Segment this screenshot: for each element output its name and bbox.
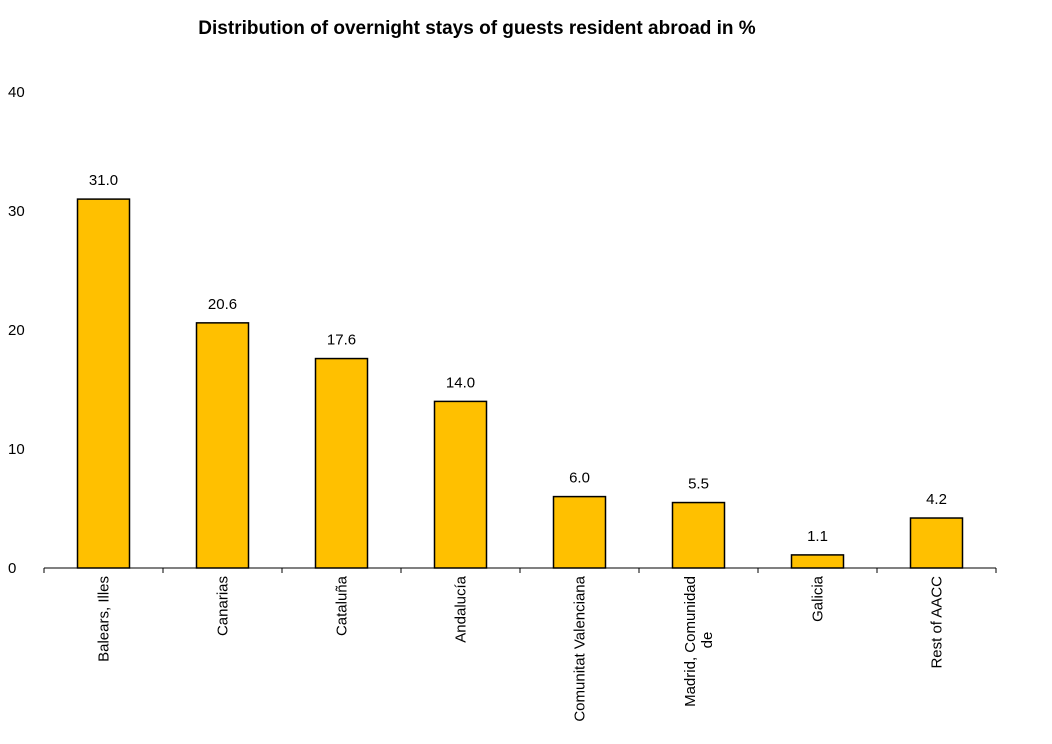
category-label: Canarias (215, 576, 232, 636)
y-tick-label: 20 (8, 322, 25, 339)
bar (671, 501, 726, 569)
category-label: Rest of AACC (929, 576, 946, 669)
y-tick-label: 10 (8, 441, 25, 458)
category-label: Comunitat Valenciana (572, 575, 589, 721)
value-label: 14.0 (446, 374, 475, 391)
category-labels: Balears, Illes Canarias Cataluña Andalucía C… (96, 575, 946, 721)
value-label: 6.0 (569, 470, 590, 487)
y-tick-label: 0 (8, 560, 16, 577)
value-label: 5.5 (688, 476, 709, 493)
bars (76, 198, 964, 569)
category-label: Andalucía (453, 575, 470, 642)
bar (909, 517, 964, 569)
value-label: 20.6 (208, 296, 237, 313)
bar (433, 400, 488, 569)
category-label: Madrid, Comunidadde (682, 576, 716, 707)
bar (76, 198, 131, 569)
x-axis (43, 567, 997, 573)
bar (552, 495, 607, 569)
y-tick-label: 30 (8, 203, 25, 220)
y-axis: 0 10 20 30 40 (8, 84, 25, 577)
value-label: 1.1 (807, 528, 828, 545)
value-label: 4.2 (926, 491, 947, 508)
chart-title: Distribution of overnight stays of guest… (198, 18, 756, 39)
value-label: 17.6 (327, 332, 356, 349)
bar (195, 322, 250, 569)
category-label: Cataluña (334, 575, 351, 636)
category-label: Galicia (810, 575, 827, 622)
value-labels: 31.0 20.6 17.6 14.0 6.0 5.5 1.1 4.2 (89, 172, 947, 545)
y-tick-label: 40 (8, 84, 25, 101)
category-label: Balears, Illes (96, 576, 113, 662)
value-label: 31.0 (89, 172, 118, 189)
bar (790, 554, 845, 569)
bar (314, 357, 369, 569)
